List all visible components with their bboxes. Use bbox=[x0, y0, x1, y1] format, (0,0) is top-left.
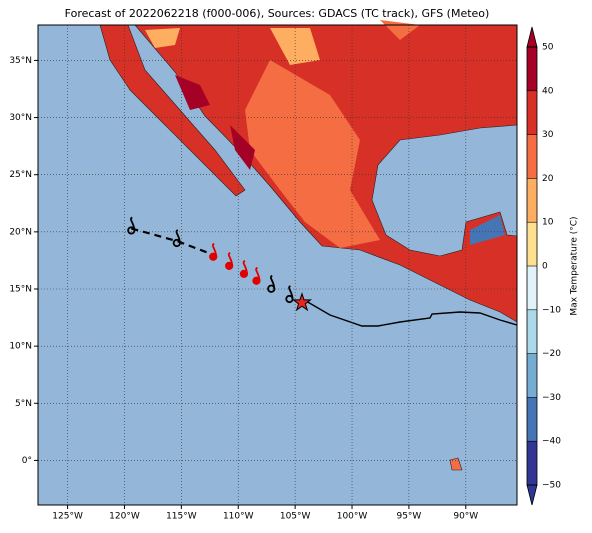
colorbar-tick-label: −30 bbox=[542, 393, 561, 403]
land bbox=[99, 20, 518, 471]
storm-symbol bbox=[127, 216, 136, 235]
colorbar-bin bbox=[527, 222, 537, 266]
colorbar-tick-label: 0 bbox=[542, 262, 548, 272]
y-tick-label: 25°N bbox=[9, 170, 32, 180]
storm-arm bbox=[227, 252, 234, 266]
storm-symbol bbox=[209, 242, 218, 261]
storm-symbol bbox=[267, 274, 276, 293]
x-tick-label: 125°W bbox=[52, 512, 83, 522]
colorbar-bin bbox=[527, 266, 537, 310]
map-frame bbox=[37, 24, 518, 506]
colorbar-bin bbox=[527, 397, 537, 442]
colorbar-bin bbox=[527, 441, 537, 485]
storm-arm bbox=[288, 285, 294, 300]
x-tick-label: 95°W bbox=[396, 512, 421, 522]
x-tick-label: 100°W bbox=[337, 512, 368, 522]
storm-arm bbox=[269, 274, 276, 289]
y-tick-label: 30°N bbox=[9, 113, 32, 123]
colorbar-bin bbox=[527, 90, 537, 135]
grid bbox=[38, 25, 517, 505]
colorbar-tick-label: 50 bbox=[542, 43, 554, 53]
y-tick-label: 15°N bbox=[9, 285, 32, 295]
colorbar-bin bbox=[527, 309, 537, 354]
colorbar-bin bbox=[527, 134, 537, 179]
colorbar-tick-label: −40 bbox=[542, 437, 561, 447]
current-position bbox=[291, 292, 313, 312]
storm-symbol bbox=[252, 266, 261, 285]
y-tick-label: 20°N bbox=[9, 227, 32, 237]
forecast-track bbox=[131, 227, 214, 256]
y-tick-label: 10°N bbox=[9, 342, 32, 352]
colorbar: −50 −40 −30 −20 −10 0 10 20 30 40 50 bbox=[526, 26, 561, 506]
x-tick-label: 90°W bbox=[453, 512, 478, 522]
past-track bbox=[305, 300, 518, 327]
colorbar-label: Max Temperature (°C) bbox=[570, 216, 580, 315]
storm-arm bbox=[242, 260, 248, 274]
y-tick-label: 5°N bbox=[15, 399, 32, 409]
colorbar-tick-label: 10 bbox=[542, 218, 554, 228]
x-tick-label: 120°W bbox=[109, 512, 140, 522]
map-title: Forecast of 2022062218 (f000-006), Sourc… bbox=[65, 7, 490, 20]
y-tick-label: 35°N bbox=[9, 56, 32, 66]
track bbox=[127, 216, 313, 312]
storm-symbol bbox=[172, 229, 181, 248]
colorbar-tick-label: −20 bbox=[542, 349, 561, 359]
x-tick-label: 105°W bbox=[280, 512, 311, 522]
storm-symbol bbox=[239, 260, 249, 278]
colorbar-bin bbox=[527, 47, 537, 91]
colorbar-tick-label: 30 bbox=[542, 130, 554, 140]
colorbar-tick-label: −10 bbox=[542, 305, 561, 315]
colorbar-tick-label: 20 bbox=[542, 174, 554, 184]
colorbar-extend-top bbox=[526, 26, 538, 48]
x-tick-label: 110°W bbox=[223, 512, 254, 522]
colorbar-bin bbox=[527, 178, 537, 223]
storm-arm bbox=[130, 216, 136, 231]
colorbar-tick-label: 40 bbox=[542, 86, 554, 96]
storm-arm bbox=[211, 242, 218, 257]
x-tick-label: 115°W bbox=[166, 512, 197, 522]
colorbar-bin bbox=[527, 353, 537, 398]
storm-arm bbox=[175, 229, 181, 244]
storm-symbol bbox=[225, 252, 234, 270]
storm-symbol bbox=[285, 285, 294, 304]
storm-arm bbox=[255, 266, 261, 281]
colorbar-extend-bottom bbox=[526, 484, 538, 506]
colorbar-tick-label: −50 bbox=[542, 481, 561, 491]
y-tick-label: 0° bbox=[22, 456, 32, 466]
